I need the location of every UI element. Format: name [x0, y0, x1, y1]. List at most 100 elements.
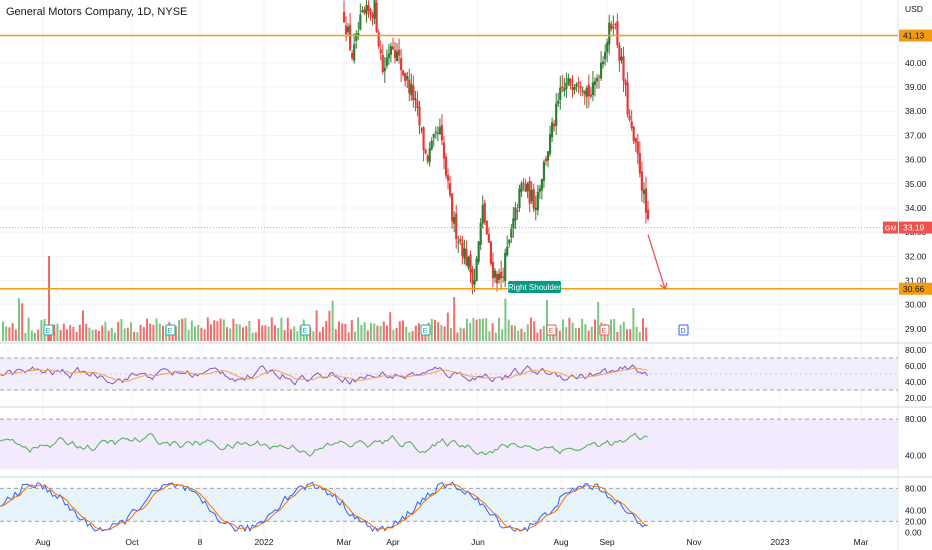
volume-bar — [219, 318, 222, 341]
volume-bar — [533, 321, 536, 341]
indicator-y-tick: 80.00 — [905, 345, 927, 355]
volume-bar — [325, 320, 328, 341]
candle-body — [424, 149, 427, 154]
volume-bar — [235, 323, 238, 341]
volume-bar — [142, 327, 145, 341]
candle-body — [504, 252, 507, 282]
volume-bar — [110, 327, 113, 341]
volume-bar — [261, 325, 264, 341]
candle-body — [530, 189, 533, 201]
candle-body — [587, 84, 590, 97]
x-tick-label: 2023 — [771, 537, 790, 547]
candle-body — [369, 9, 372, 15]
volume-bar — [379, 326, 382, 341]
volume-bar — [18, 298, 20, 341]
earnings-marker — [599, 324, 610, 336]
candle-body — [569, 79, 572, 87]
volume-bar — [59, 329, 62, 341]
volume-bar — [549, 330, 552, 341]
rsi-ma-line — [0, 367, 648, 382]
volume-bar — [370, 323, 372, 341]
volume-bar — [626, 329, 628, 341]
candle-body — [534, 207, 537, 211]
earnings-marker-label: E — [46, 328, 51, 335]
candle-body — [344, 25, 348, 35]
volume-bar — [523, 331, 526, 341]
volume-bar — [213, 320, 216, 341]
candle-body — [461, 242, 464, 257]
volume-bar — [478, 318, 481, 341]
candle-body — [402, 70, 405, 76]
volume-bar — [520, 328, 523, 341]
candle-body — [536, 191, 539, 211]
candle-body — [571, 86, 574, 90]
candle-body — [440, 125, 444, 141]
volume-bar — [238, 324, 241, 341]
volume-bar — [11, 323, 14, 341]
volume-bar — [98, 330, 100, 341]
x-tick-label: 2022 — [255, 537, 274, 547]
candle-body — [516, 210, 519, 212]
candle-body — [357, 32, 360, 37]
volume-bar — [334, 329, 337, 341]
volume-bar — [395, 328, 398, 341]
projection-arrow — [647, 234, 666, 289]
candle-body — [353, 44, 356, 61]
volume-bar — [642, 318, 644, 341]
candle-body — [379, 49, 382, 54]
candle-body — [583, 91, 586, 95]
volume-bar — [446, 312, 449, 341]
candle-body — [408, 79, 411, 94]
candle-body — [626, 82, 629, 115]
candle-body — [469, 254, 472, 273]
candle-body — [508, 239, 511, 244]
oscillator-line — [0, 432, 648, 457]
candle-body — [459, 239, 462, 242]
candle-body — [351, 53, 354, 59]
volume-bar — [501, 329, 504, 341]
volume-bar — [174, 326, 177, 341]
candle-body — [640, 171, 643, 191]
volume-bar — [114, 332, 116, 341]
volume-bar — [571, 322, 574, 341]
volume-bar — [91, 329, 94, 341]
x-tick-label: Oct — [125, 537, 139, 547]
volume-bar — [37, 329, 40, 341]
candle-body — [422, 127, 425, 151]
indicator-y-tick: 40.00 — [905, 505, 927, 515]
candle-body — [420, 128, 423, 130]
volume-bar — [280, 317, 283, 341]
candle-body — [355, 33, 358, 42]
candle-body — [622, 56, 625, 81]
volume-bar — [562, 319, 564, 341]
volume-bar — [434, 319, 436, 341]
volume-bar — [187, 329, 190, 341]
y-tick-label: 30.00 — [905, 300, 927, 310]
volume-bar — [155, 318, 158, 341]
volume-bar — [450, 328, 452, 341]
candle-body — [524, 184, 527, 192]
x-tick-label: 8 — [198, 537, 203, 547]
volume-bar — [475, 319, 478, 341]
volume-bar — [482, 318, 484, 341]
volume-bar — [242, 327, 244, 341]
volume-bar — [283, 330, 286, 341]
y-tick-label: 34.00 — [905, 203, 927, 213]
volume-bar — [190, 320, 193, 341]
indicator-y-tick: 80.00 — [905, 414, 927, 424]
candle-body — [467, 257, 470, 268]
indicator-y-tick: 20.00 — [905, 393, 927, 403]
candle-body — [483, 202, 486, 223]
volume-bar — [34, 332, 36, 341]
volume-bar — [398, 321, 401, 341]
indicator-y-tick: 80.00 — [905, 483, 927, 493]
volume-bar — [296, 331, 299, 341]
volume-bar — [530, 317, 532, 341]
volume-bar — [635, 326, 638, 341]
earnings-marker-label: E — [423, 328, 428, 335]
earnings-marker — [678, 324, 689, 336]
candle-body — [559, 87, 562, 100]
volume-bar — [69, 325, 72, 341]
x-tick-label: Aug — [553, 537, 568, 547]
